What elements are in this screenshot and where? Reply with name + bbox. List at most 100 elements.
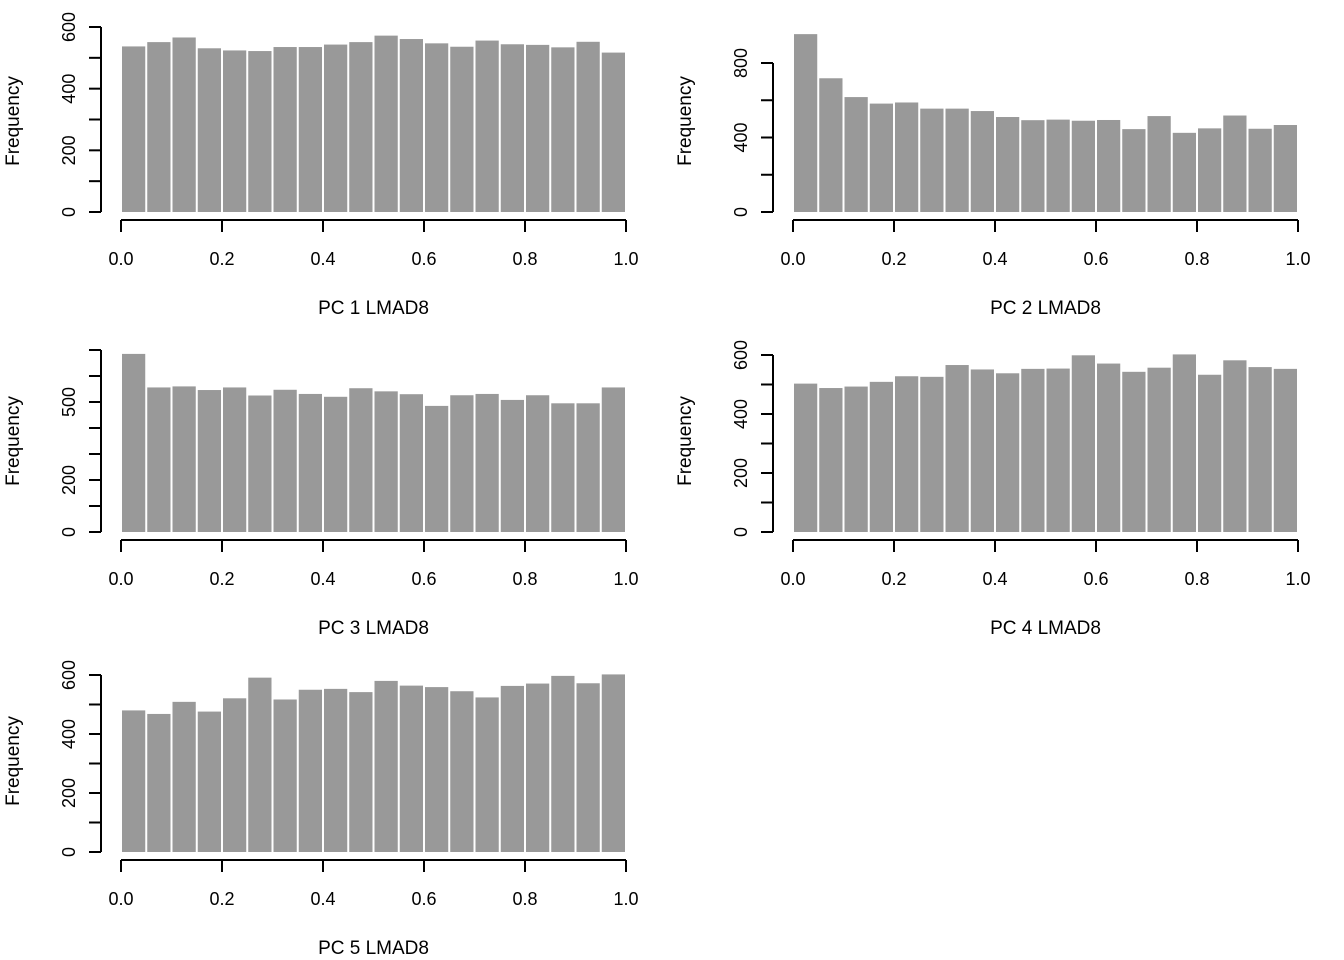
x-tick-label: 0.0 xyxy=(108,889,133,909)
histogram-bar xyxy=(996,373,1020,532)
y-tick-label: 400 xyxy=(731,399,751,429)
histogram-bar xyxy=(425,687,449,852)
y-tick-label: 0 xyxy=(59,527,79,537)
histogram-bar xyxy=(1273,125,1297,212)
histogram-bar xyxy=(324,44,348,212)
histogram-bar xyxy=(223,387,247,532)
x-tick-label: 0.4 xyxy=(982,249,1007,269)
x-axis-title: PC 3 LMAD8 xyxy=(318,618,429,639)
histogram-bar xyxy=(425,405,449,532)
y-tick-label: 0 xyxy=(731,527,751,537)
histogram-bar xyxy=(399,685,423,852)
x-tick-label: 0.6 xyxy=(411,569,436,589)
histogram-bar xyxy=(374,35,398,212)
histogram-bar xyxy=(601,387,625,532)
histogram-bar xyxy=(273,47,297,212)
x-axis-title: PC 2 LMAD8 xyxy=(990,298,1101,319)
x-tick-label: 1.0 xyxy=(1285,569,1310,589)
histogram-bar xyxy=(1248,128,1272,212)
histogram-bar xyxy=(920,376,944,532)
histogram-bar xyxy=(1273,368,1297,532)
y-tick-label: 800 xyxy=(731,48,751,78)
histogram-bar xyxy=(450,46,474,213)
y-tick-label: 200 xyxy=(59,778,79,808)
histogram-bar xyxy=(1097,363,1121,532)
histogram-bar xyxy=(500,685,524,852)
histogram-bar xyxy=(172,386,196,532)
histogram-bar xyxy=(500,44,524,212)
histogram-bar xyxy=(551,47,575,212)
histogram-bar xyxy=(1071,120,1095,212)
histogram-bar xyxy=(147,42,171,212)
x-tick-label: 0.0 xyxy=(780,249,805,269)
histogram-bar xyxy=(526,395,550,532)
histogram-bar xyxy=(1021,120,1045,212)
histogram-bar xyxy=(399,39,423,212)
x-tick-label: 1.0 xyxy=(613,249,638,269)
histogram-bar xyxy=(374,680,398,852)
y-tick-label: 0 xyxy=(59,847,79,857)
histogram-bar xyxy=(172,701,196,852)
x-tick-label: 0.0 xyxy=(108,569,133,589)
histogram-bar xyxy=(1223,115,1247,212)
y-axis-title: Frequency xyxy=(3,396,24,486)
histogram-bar xyxy=(298,689,322,852)
histogram-panel-3: 0 200 500 Frequency 0.0 0.2 0.4 0.6 0.8 1.0 PC 3 L… xyxy=(3,349,639,639)
x-tick-label: 1.0 xyxy=(613,569,638,589)
histogram-bar xyxy=(450,691,474,852)
x-axis-title: PC 4 LMAD8 xyxy=(990,618,1101,639)
histogram-bar xyxy=(970,111,994,212)
histogram-panel-1: 0 200 400 600 Frequency 0.0 0.2 0.4 0.6 0.8 1.0 PC … xyxy=(3,12,639,319)
histogram-bar xyxy=(197,48,221,212)
y-axis-title: Frequency xyxy=(3,716,24,806)
histogram-bar xyxy=(1198,374,1222,532)
histogram-bar xyxy=(895,102,919,212)
histogram-bar xyxy=(223,50,247,213)
histogram-bar xyxy=(500,399,524,532)
y-tick-label: 200 xyxy=(59,135,79,165)
x-tick-label: 0.4 xyxy=(310,889,335,909)
y-tick-label: 400 xyxy=(59,74,79,104)
histogram-bar xyxy=(819,388,843,532)
histogram-bar xyxy=(576,683,600,852)
histogram-bar xyxy=(273,699,297,852)
histogram-bar xyxy=(197,711,221,852)
x-tick-label: 0.0 xyxy=(108,249,133,269)
histogram-bar xyxy=(601,52,625,213)
histogram-bar xyxy=(248,395,272,532)
histogram-bar xyxy=(945,365,969,532)
histogram-bar xyxy=(1147,116,1171,212)
x-axis-title: PC 1 LMAD8 xyxy=(318,298,429,319)
histogram-bar xyxy=(248,51,272,212)
histogram-bar xyxy=(248,677,272,852)
histogram-bar xyxy=(1021,368,1045,532)
x-tick-label: 0.2 xyxy=(209,249,234,269)
x-tick-label: 1.0 xyxy=(1285,249,1310,269)
y-tick-label: 200 xyxy=(731,458,751,488)
y-tick-label: 400 xyxy=(731,122,751,152)
histogram-bar xyxy=(1223,360,1247,532)
histogram-bar xyxy=(576,41,600,212)
histogram-bar xyxy=(526,683,550,852)
histogram-bar xyxy=(1172,132,1196,212)
y-tick-label: 200 xyxy=(59,465,79,495)
histogram-bar xyxy=(920,108,944,212)
histogram-bar xyxy=(1071,355,1095,532)
histogram-bar xyxy=(349,692,373,852)
x-tick-label: 0.2 xyxy=(881,569,906,589)
x-tick-label: 0.4 xyxy=(310,569,335,589)
x-tick-label: 0.6 xyxy=(1083,249,1108,269)
histogram-bar xyxy=(425,43,449,213)
histogram-bar xyxy=(475,393,499,532)
histogram-bar xyxy=(324,688,348,852)
histogram-bar xyxy=(122,353,146,532)
histogram-bar xyxy=(273,389,297,532)
histogram-panel-2: 0 400 800 Frequency 0.0 0.2 0.4 0.6 0.8 1.0 PC 2 L… xyxy=(675,34,1311,319)
histogram-bar xyxy=(1122,129,1146,212)
y-axis-title: Frequency xyxy=(3,76,24,166)
histogram-bar xyxy=(349,42,373,212)
histogram-bar xyxy=(122,46,146,212)
histogram-bar xyxy=(869,103,893,212)
histogram-bar xyxy=(1198,128,1222,212)
histogram-bar xyxy=(1122,371,1146,532)
